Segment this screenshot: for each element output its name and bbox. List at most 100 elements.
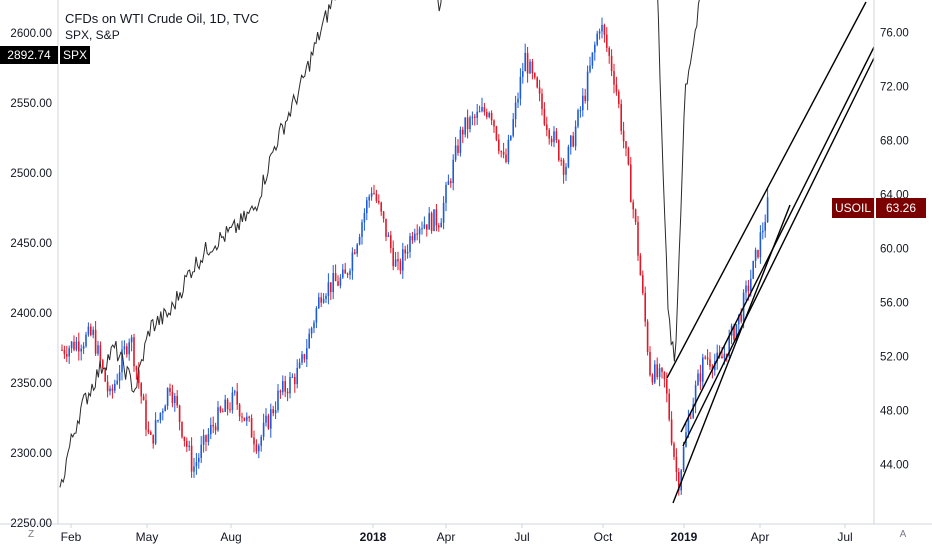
usoil-candle (507, 139, 510, 162)
usoil-candle (572, 135, 574, 147)
usoil-candle (414, 233, 416, 241)
usoil-candle (694, 385, 697, 405)
right-tick-label: 68.00 (880, 136, 909, 148)
usoil-candle (584, 95, 586, 101)
usoil-candle (334, 273, 337, 282)
usoil-candle (214, 426, 217, 431)
usoil-candle (310, 328, 313, 334)
usoil-candle (591, 52, 594, 66)
usoil-candle (272, 409, 274, 414)
usoil-candle (752, 260, 754, 279)
left-tick-label: 2300.00 (10, 448, 52, 460)
usoil-candle (620, 104, 622, 131)
usoil-symbol-tag: USOIL (832, 198, 874, 218)
usoil-candle (82, 346, 85, 349)
usoil-candle (198, 457, 200, 463)
left-tick-label: 2550.00 (10, 98, 52, 110)
usoil-candle (433, 209, 435, 232)
overlay-label: SPX, S&P (65, 28, 120, 42)
usoil-candle (217, 407, 219, 431)
usoil-candle (471, 116, 474, 118)
usoil-candle (222, 411, 224, 413)
usoil-candle (385, 218, 387, 237)
usoil-candle (270, 409, 272, 429)
usoil-candle (726, 353, 728, 357)
usoil-candle (277, 390, 279, 411)
usoil-candle (483, 107, 486, 113)
usoil-candle (106, 381, 109, 392)
usoil-candle (577, 110, 579, 127)
usoil-candle (150, 431, 152, 435)
usoil-candle (558, 140, 560, 161)
usoil-candle (411, 236, 414, 241)
usoil-candle (262, 422, 265, 437)
usoil-candle (202, 435, 205, 445)
trendline (666, 1, 867, 379)
usoil-candle (75, 341, 78, 350)
chart-title: CFDs on WTI Crude Oil, 1D, TVC (65, 11, 260, 26)
usoil-candle (116, 380, 118, 384)
usoil-candle (260, 436, 262, 446)
usoil-candle (205, 435, 207, 442)
usoil-candle (697, 373, 699, 386)
x-tick-label: Jul (837, 530, 852, 544)
usoil-candle (418, 228, 421, 235)
usoil-candle (409, 236, 411, 252)
usoil-candle (534, 73, 536, 78)
usoil-candle (488, 112, 490, 117)
usoil-candle (85, 334, 87, 347)
usoil-candle (675, 456, 678, 472)
usoil-candle (111, 388, 114, 391)
usoil-candle (570, 135, 572, 147)
usoil-candle (541, 93, 543, 110)
usoil-candle (68, 348, 70, 357)
left-axis-ticks: 2950.002900.002850.002800.002750.002700.… (10, 28, 52, 530)
usoil-candle (70, 341, 73, 349)
usoil-candle (658, 368, 661, 378)
usoil-candle (130, 337, 133, 343)
usoil-candle (709, 359, 711, 367)
usoil-candle (670, 419, 673, 444)
usoil-candle (486, 112, 488, 117)
usoil-candle (61, 349, 63, 351)
usoil-candle (522, 71, 524, 77)
usoil-candle (598, 31, 601, 34)
usoil-candle (210, 424, 212, 435)
usoil-candle (582, 95, 584, 111)
usoil-candle (690, 417, 692, 419)
usoil-candle (423, 224, 426, 229)
auto-scale-left-button[interactable]: Z (27, 529, 35, 540)
usoil-candle (207, 434, 210, 442)
usoil-candle (296, 367, 298, 385)
usoil-candle (654, 364, 656, 383)
usoil-candle (524, 52, 526, 72)
usoil-candle (164, 405, 166, 412)
usoil-candle (294, 376, 296, 385)
left-tick-label: 2500.00 (10, 168, 52, 180)
usoil-candle (358, 236, 361, 245)
usoil-candle (733, 325, 735, 340)
right-tick-label: 72.00 (880, 82, 909, 94)
usoil-candle (368, 196, 370, 201)
usoil-candle (162, 411, 164, 413)
usoil-candle (246, 416, 248, 421)
auto-scale-right-button[interactable]: A (899, 529, 907, 540)
usoil-candle (764, 222, 766, 231)
usoil-candle (145, 400, 147, 430)
usoil-candle (517, 98, 519, 103)
usoil-candle (452, 159, 454, 184)
usoil-candle (526, 52, 529, 74)
usoil-candle (625, 141, 627, 149)
usoil-candle (399, 261, 402, 271)
usoil-candle (656, 364, 658, 378)
usoil-candle (332, 273, 334, 293)
usoil-candle (579, 110, 582, 112)
usoil-candle (370, 193, 373, 197)
usoil-candle (565, 166, 567, 175)
usoil-candle (152, 434, 154, 444)
usoil-candle (308, 333, 310, 349)
usoil-candle (128, 342, 130, 355)
usoil-candle (339, 277, 342, 286)
usoil-candle (118, 372, 121, 381)
usoil-candle (406, 251, 409, 254)
